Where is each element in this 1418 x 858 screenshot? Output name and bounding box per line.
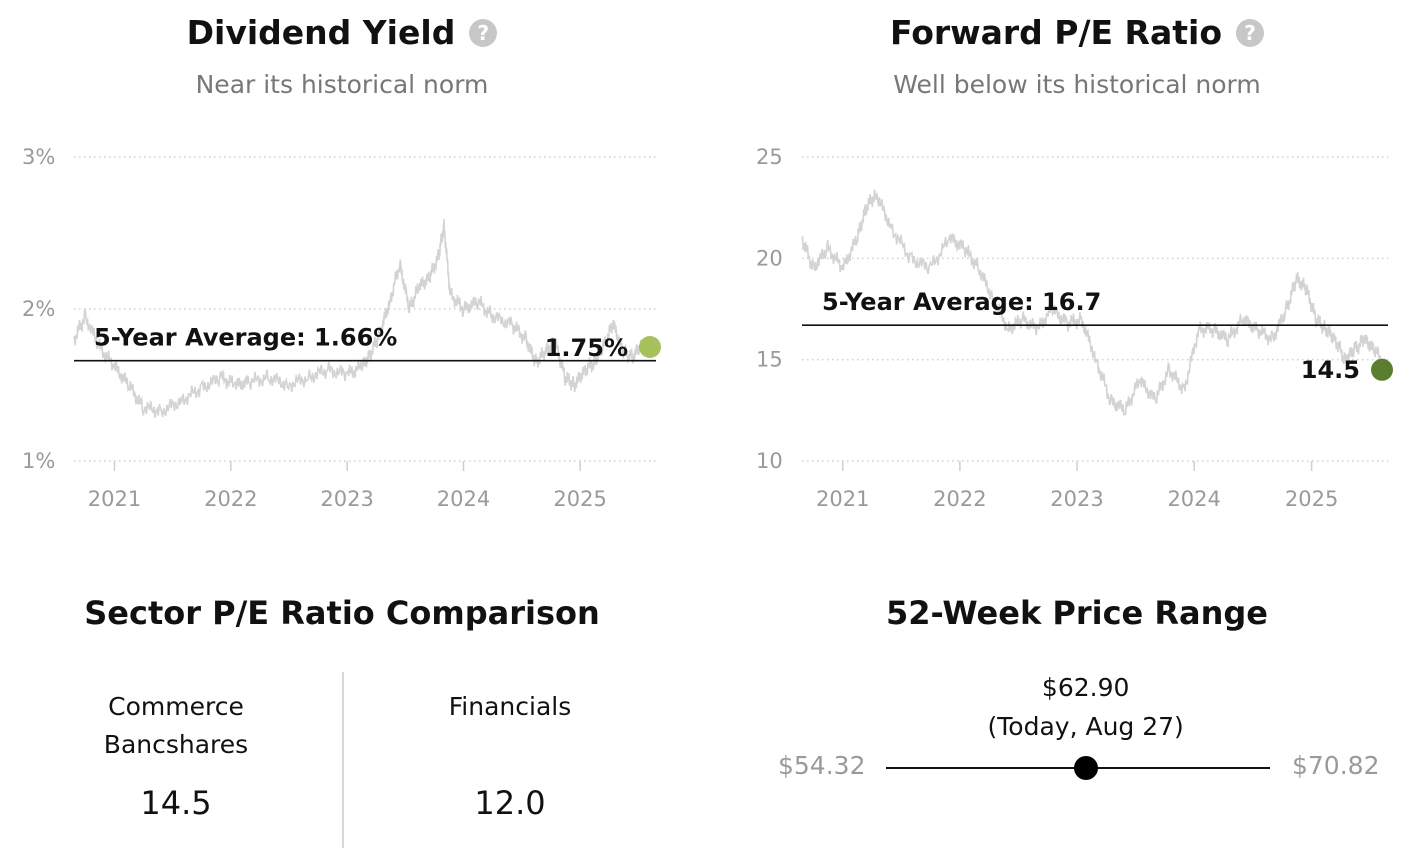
dividend-title: Dividend Yield bbox=[186, 13, 456, 52]
pe-series-line bbox=[801, 189, 1389, 416]
dividend-current-marker bbox=[639, 336, 661, 358]
pe-title-row: Forward P/E Ratio ? bbox=[736, 13, 1418, 52]
pe-y-tick-label: 25 bbox=[756, 145, 783, 169]
dividend-y-tick-label: 2% bbox=[22, 297, 55, 321]
pe-title: Forward P/E Ratio bbox=[890, 13, 1222, 52]
sector-item-company-value: 14.5 bbox=[140, 784, 212, 822]
company-name-line2: Bancshares bbox=[103, 730, 249, 759]
pe-x-tick-label: 2025 bbox=[1285, 487, 1338, 511]
pe-x-tick-label: 2021 bbox=[816, 487, 869, 511]
pe-current-label: 14.5 bbox=[1301, 356, 1360, 384]
range-title: 52-Week Price Range bbox=[886, 594, 1268, 632]
dividend-series-line bbox=[73, 219, 657, 418]
range-high-label: $70.82 bbox=[1292, 751, 1380, 780]
company-name-line1: Commerce bbox=[108, 692, 244, 721]
dividend-subtitle: Near its historical norm bbox=[195, 70, 489, 99]
question-circle-icon[interactable]: ? bbox=[1236, 18, 1264, 47]
sector-item-financials-value: 12.0 bbox=[474, 784, 546, 822]
range-current-block: $62.90 (Today, Aug 27) bbox=[936, 668, 1236, 746]
range-current-note: (Today, Aug 27) bbox=[987, 712, 1184, 741]
dividend-current-label: 1.75% bbox=[545, 334, 628, 362]
range-current-marker bbox=[1073, 756, 1098, 780]
sector-item-financials-name: Financials bbox=[370, 688, 650, 726]
dividend-x-tick-label: 2024 bbox=[437, 487, 490, 511]
range-low-label: $54.32 bbox=[778, 751, 866, 780]
sector-item-company-name: Commerce Bancshares bbox=[36, 688, 316, 764]
dividend-x-tick-label: 2025 bbox=[553, 487, 606, 511]
pe-x-tick-label: 2023 bbox=[1050, 487, 1103, 511]
sector-title: Sector P/E Ratio Comparison bbox=[84, 594, 600, 632]
pe-y-tick-label: 20 bbox=[756, 246, 783, 270]
pe-average-label: 5-Year Average: 16.7 bbox=[822, 288, 1101, 316]
range-current-price: $62.90 bbox=[1041, 673, 1130, 702]
dividend-y-tick-label: 3% bbox=[22, 145, 55, 169]
pe-y-tick-label: 10 bbox=[756, 449, 783, 473]
dividend-y-tick-label: 1% bbox=[22, 449, 55, 473]
pe-x-tick-label: 2024 bbox=[1167, 487, 1220, 511]
sector-divider bbox=[342, 672, 344, 848]
dividend-chart: 1% 2% 3% 2021 2022 2023 2024 2025 5-Year Average… bbox=[22, 145, 661, 511]
dividend-x-tick-label: 2023 bbox=[320, 487, 373, 511]
pe-current-marker bbox=[1371, 358, 1393, 381]
financials-name-line1: Financials bbox=[448, 692, 572, 721]
dividend-x-tick-label: 2021 bbox=[88, 487, 141, 511]
dividend-average-label: 5-Year Average: 1.66% bbox=[94, 324, 397, 352]
dividend-title-row: Dividend Yield ? bbox=[0, 13, 684, 52]
pe-subtitle: Well below its historical norm bbox=[893, 70, 1261, 99]
pe-y-tick-label: 15 bbox=[756, 348, 783, 372]
dividend-x-tick-label: 2022 bbox=[204, 487, 257, 511]
pe-x-tick-label: 2022 bbox=[933, 487, 986, 511]
question-circle-icon[interactable]: ? bbox=[469, 18, 498, 47]
